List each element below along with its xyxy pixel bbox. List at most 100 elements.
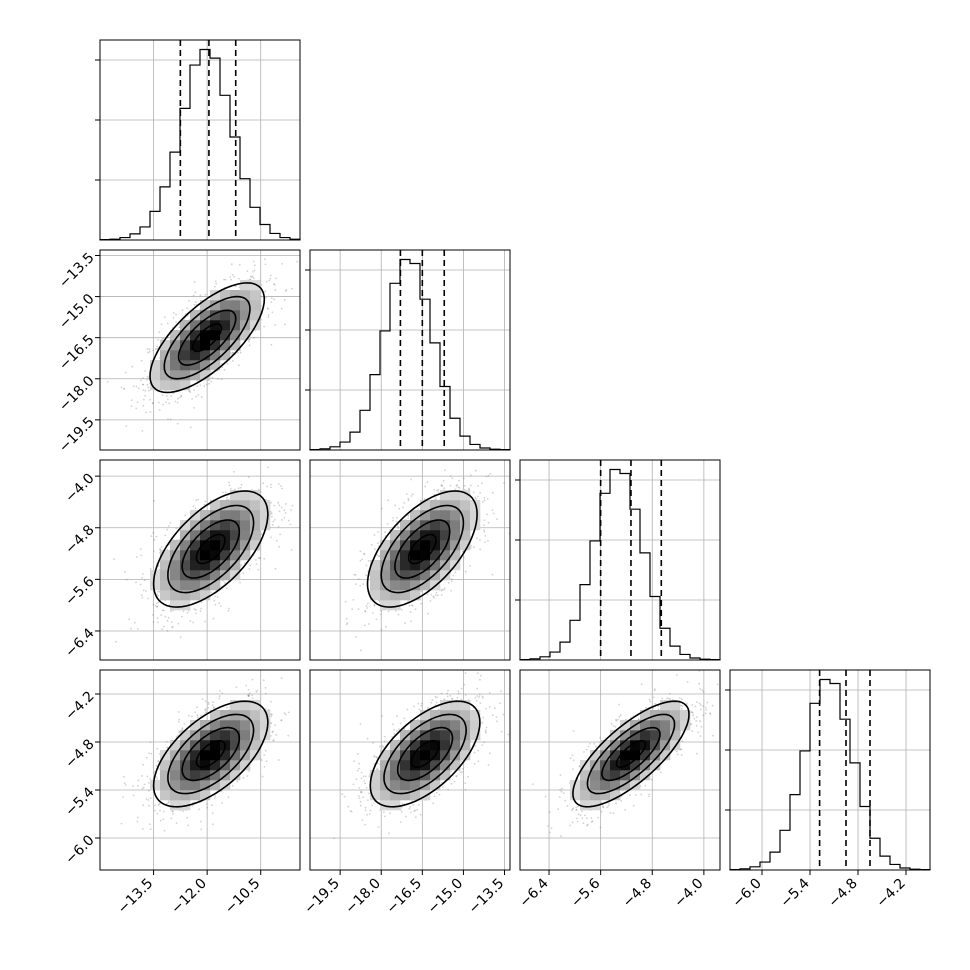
density-cell	[190, 350, 201, 361]
density-cell	[210, 340, 221, 351]
density-cell	[170, 340, 181, 351]
density-cell	[240, 530, 251, 541]
scatter-point	[142, 398, 145, 401]
scatter-point	[189, 620, 192, 622]
scatter-point	[407, 499, 410, 502]
scatter-point	[443, 588, 445, 591]
scatter-point	[146, 378, 149, 381]
density-cell	[170, 360, 181, 371]
scatter-point	[485, 475, 488, 478]
scatter-point	[271, 515, 273, 518]
scatter-point	[188, 300, 191, 302]
density-cell	[210, 300, 221, 311]
scatter-point	[400, 608, 403, 611]
scatter-point	[351, 608, 354, 610]
scatter-point	[213, 599, 216, 602]
scatter-point	[194, 301, 197, 304]
scatter-point	[373, 534, 376, 536]
density-cell	[160, 340, 171, 351]
scatter-point	[352, 599, 355, 601]
scatter-point	[180, 394, 183, 397]
scatter-point	[277, 525, 280, 528]
scatter-point	[273, 298, 276, 301]
scatter-point	[160, 614, 163, 616]
scatter-point	[132, 794, 135, 797]
scatter-point	[253, 269, 256, 272]
density-cell	[260, 510, 271, 521]
density-cell	[450, 520, 461, 531]
scatter-point	[260, 305, 262, 307]
marginal-frame	[729, 669, 931, 871]
scatter-point	[124, 371, 127, 374]
scatter-point	[196, 385, 199, 387]
scatter-point	[444, 469, 446, 472]
scatter-point	[152, 621, 155, 623]
scatter-point	[154, 604, 157, 607]
density-cell	[220, 310, 231, 321]
scatter-point	[158, 768, 161, 770]
scatter-point	[158, 331, 161, 334]
scatter-point	[437, 594, 439, 597]
scatter-point	[491, 491, 494, 494]
density-cell	[190, 320, 201, 331]
scatter-point	[186, 612, 189, 614]
density-cell	[190, 360, 201, 371]
scatter-point	[215, 282, 218, 285]
scatter-point	[163, 609, 165, 612]
scatter-point	[283, 517, 286, 519]
scatter-point	[255, 559, 257, 561]
scatter-point	[260, 284, 263, 286]
scatter-point	[248, 340, 250, 343]
scatter-point	[162, 403, 165, 406]
scatter-point	[163, 625, 165, 628]
marginal-panel-2	[305, 249, 511, 451]
density-cell	[190, 370, 201, 381]
scatter-point	[230, 263, 233, 266]
density-cell	[220, 330, 231, 341]
scatter-point	[279, 533, 281, 536]
joint-panel-3-0	[99, 669, 301, 871]
scatter-point	[192, 621, 195, 624]
scatter-point	[404, 622, 406, 624]
scatter-point	[146, 348, 149, 350]
scatter-point	[440, 589, 443, 592]
scatter-point	[486, 513, 488, 516]
scatter-point	[263, 325, 265, 328]
density-cell	[390, 580, 401, 591]
scatter-point	[152, 603, 155, 606]
scatter-point	[474, 469, 477, 472]
density-cell	[150, 370, 161, 381]
density-cell	[420, 540, 431, 551]
scatter-point	[135, 385, 138, 388]
density-cell	[390, 600, 401, 611]
scatter-point	[231, 351, 234, 354]
scatter-point	[198, 808, 201, 811]
scatter-point	[163, 316, 166, 319]
scatter-point	[296, 260, 299, 263]
scatter-point	[357, 608, 360, 611]
scatter-point	[163, 829, 166, 832]
scatter-point	[145, 411, 147, 414]
scatter-point	[170, 395, 173, 397]
scatter-point	[150, 535, 153, 537]
scatter-point	[281, 487, 283, 490]
scatter-point	[367, 559, 370, 562]
scatter-point	[405, 493, 408, 495]
density-cell	[240, 290, 251, 301]
scatter-point	[135, 581, 137, 584]
scatter-point	[176, 422, 179, 425]
scatter-point	[257, 568, 260, 571]
scatter-point	[450, 589, 453, 592]
scatter-point	[353, 573, 356, 576]
scatter-point	[156, 602, 158, 605]
scatter-point	[136, 628, 139, 630]
scatter-point	[249, 278, 252, 281]
scatter-point	[270, 512, 273, 515]
scatter-point	[273, 283, 276, 286]
scatter-point	[142, 389, 145, 391]
scatter-point	[362, 583, 365, 585]
scatter-point	[270, 301, 273, 304]
scatter-point	[158, 409, 161, 411]
scatter-point	[221, 366, 224, 369]
marginal-histogram-4	[729, 678, 931, 871]
